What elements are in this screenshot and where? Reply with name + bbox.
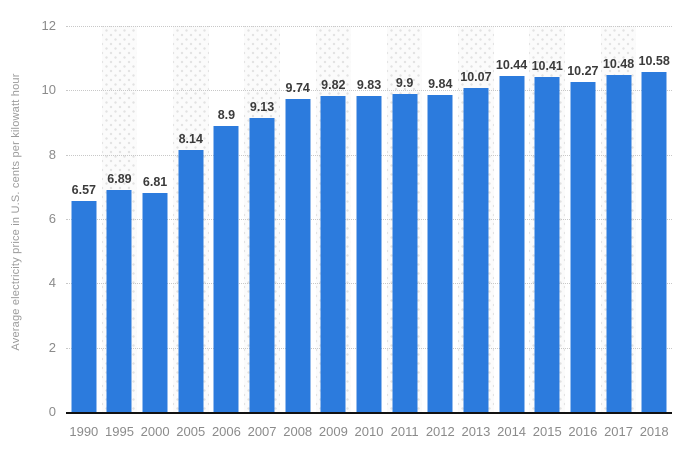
x-axis-tick-label: 2010 <box>354 424 384 439</box>
gridline-12 <box>66 26 672 27</box>
y-axis-tick-label: 10 <box>41 82 56 98</box>
bar-column-2018: 10.58 <box>636 26 672 412</box>
bar-2007[interactable] <box>249 118 275 412</box>
bar-value-label: 9.13 <box>249 100 275 115</box>
y-axis-tick-label: 6 <box>48 211 56 226</box>
bar-value-label: 10.48 <box>602 56 635 71</box>
bar-2013[interactable] <box>463 88 489 412</box>
bar-column-2005: 8.14 <box>173 26 209 412</box>
bar-value-label: 10.58 <box>638 53 670 68</box>
bar-2005[interactable] <box>178 150 204 412</box>
x-axis-tick-label: 2017 <box>604 424 633 439</box>
bar-column-2017: 10.48 <box>601 26 637 412</box>
y-axis-tick-label: 0 <box>48 404 56 419</box>
bar-column-1990: 6.57 <box>66 26 102 412</box>
bar-column-2008: 9.74 <box>280 26 316 412</box>
bar-1990[interactable] <box>71 200 97 412</box>
bar-value-label: 9.83 <box>356 77 382 92</box>
x-axis-tick-label: 2016 <box>568 424 598 439</box>
y-axis-tick-label: 8 <box>48 146 56 162</box>
x-axis-tick-label: 2005 <box>176 424 206 439</box>
x-axis-tick-label: 2006 <box>211 424 241 439</box>
gridline-10 <box>66 90 672 92</box>
bar-2018[interactable] <box>641 71 667 412</box>
x-axis-tick-label: 2011 <box>390 424 419 439</box>
bar-value-label: 10.41 <box>531 59 563 74</box>
x-axis-tick-label: 2015 <box>532 424 562 439</box>
bar-column-2012: 9.84 <box>422 26 458 412</box>
bar-value-label: 8.14 <box>178 132 203 147</box>
x-axis-tick-label: 1990 <box>69 424 99 439</box>
x-axis-tick-label: 2000 <box>140 424 170 439</box>
bar-column-2016: 10.27 <box>565 26 601 412</box>
x-axis-line <box>66 412 672 414</box>
y-axis-tick-label: 4 <box>48 275 56 291</box>
y-axis-tick-label: 12 <box>41 18 56 33</box>
bar-column-2014: 10.44 <box>494 26 530 412</box>
bar-2015[interactable] <box>534 77 560 412</box>
x-axis-tick-label: 2008 <box>283 424 313 439</box>
bar-value-label: 10.44 <box>495 58 528 73</box>
bar-column-2000: 6.81 <box>137 26 173 412</box>
bar-value-label: 10.27 <box>567 63 599 78</box>
x-axis-tick-label: 2009 <box>318 424 348 439</box>
bar-2012[interactable] <box>427 95 453 412</box>
x-axis-tick-label: 2012 <box>425 424 455 439</box>
bar-value-label: 8.9 <box>217 107 236 122</box>
bar-value-label: 9.84 <box>428 77 453 92</box>
y-axis-tick-label: 2 <box>48 339 56 355</box>
bar-2010[interactable] <box>356 95 382 412</box>
bar-column-2006: 8.9 <box>209 26 245 412</box>
bar-2014[interactable] <box>499 76 525 412</box>
x-axis-tick-label: 1995 <box>105 424 134 439</box>
bar-value-label: 9.82 <box>321 78 346 93</box>
bar-value-label: 6.57 <box>71 182 96 197</box>
bar-column-2010: 9.83 <box>351 26 387 412</box>
bar-value-label: 10.07 <box>460 70 492 85</box>
x-axis-tick-label: 2007 <box>247 424 277 439</box>
bar-value-label: 9.74 <box>285 80 310 95</box>
x-axis-tick-label: 2018 <box>639 424 669 439</box>
bar-value-label: 6.89 <box>107 172 132 187</box>
bar-column-1995: 6.89 <box>102 26 138 412</box>
bar-column-2011: 9.9 <box>387 26 423 412</box>
bar-2000[interactable] <box>142 192 168 412</box>
plot-area: 6.57 6.89 6.81 8.14 8.9 9.13 9.74 9.82 9.83 9.9 9.… <box>66 26 672 414</box>
bar-value-label: 9.9 <box>395 75 414 90</box>
bar-2008[interactable] <box>285 98 311 412</box>
x-axis-tick-label: 2014 <box>497 424 527 439</box>
bar-2017[interactable] <box>606 74 632 412</box>
bar-2006[interactable] <box>213 125 239 412</box>
bar-2009[interactable] <box>320 96 346 412</box>
bar-column-2015: 10.41 <box>529 26 565 412</box>
bar-2011[interactable] <box>392 93 418 412</box>
bar-1995[interactable] <box>106 190 132 412</box>
bar-value-label: 6.81 <box>142 174 168 189</box>
bar-column-2007: 9.13 <box>244 26 280 412</box>
x-axis-tick-label: 2013 <box>461 424 491 439</box>
bar-column-2009: 9.82 <box>316 26 352 412</box>
bar-2016[interactable] <box>570 81 596 412</box>
bar-column-2013: 10.07 <box>458 26 494 412</box>
